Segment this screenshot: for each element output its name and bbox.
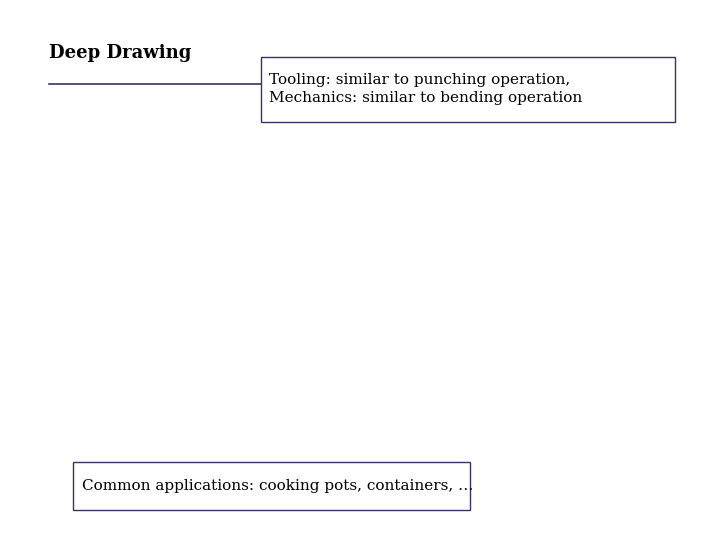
Text: Deep Drawing: Deep Drawing <box>49 44 192 62</box>
Text: Common applications: cooking pots, containers, …: Common applications: cooking pots, conta… <box>81 479 473 493</box>
Point <box>122 125 134 133</box>
Text: Tooling: similar to punching operation,
Mechanics: similar to bending operation: Tooling: similar to punching operation, … <box>269 73 582 105</box>
